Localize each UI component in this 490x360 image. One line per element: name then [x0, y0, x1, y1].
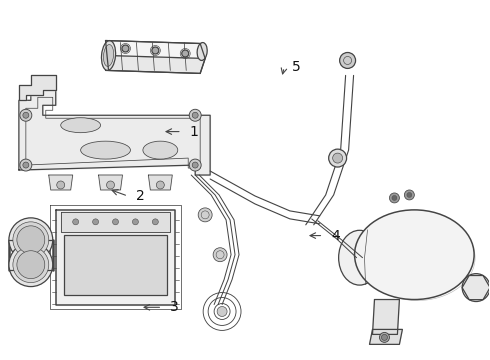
Text: 2: 2 — [136, 189, 145, 203]
Ellipse shape — [103, 45, 114, 66]
Circle shape — [379, 332, 390, 342]
Circle shape — [113, 219, 119, 225]
Text: 3: 3 — [170, 300, 178, 314]
Polygon shape — [105, 41, 205, 58]
Circle shape — [189, 159, 201, 171]
Polygon shape — [61, 212, 171, 232]
Circle shape — [156, 181, 164, 189]
Ellipse shape — [101, 41, 116, 70]
Circle shape — [20, 159, 32, 171]
Circle shape — [329, 149, 346, 167]
Circle shape — [152, 219, 158, 225]
Circle shape — [17, 251, 45, 279]
Polygon shape — [105, 55, 205, 73]
Circle shape — [13, 222, 49, 258]
Polygon shape — [56, 210, 175, 305]
Circle shape — [407, 193, 412, 197]
Circle shape — [213, 248, 227, 262]
Circle shape — [13, 247, 49, 283]
Circle shape — [182, 50, 189, 57]
Circle shape — [20, 109, 32, 121]
Polygon shape — [49, 175, 73, 190]
Circle shape — [198, 208, 212, 222]
Polygon shape — [369, 329, 402, 345]
Circle shape — [17, 226, 45, 254]
Polygon shape — [19, 75, 56, 100]
Polygon shape — [372, 300, 399, 334]
Circle shape — [192, 162, 198, 168]
Circle shape — [392, 195, 397, 201]
Circle shape — [73, 219, 78, 225]
Polygon shape — [148, 175, 172, 190]
Ellipse shape — [339, 230, 380, 285]
Circle shape — [122, 45, 129, 52]
Polygon shape — [19, 90, 210, 175]
Circle shape — [23, 112, 29, 118]
Bar — [64, 235, 167, 294]
Circle shape — [23, 162, 29, 168]
Circle shape — [382, 334, 388, 340]
Circle shape — [9, 218, 53, 262]
Circle shape — [106, 181, 115, 189]
Circle shape — [333, 153, 343, 163]
Text: 1: 1 — [189, 125, 198, 139]
Ellipse shape — [355, 210, 474, 300]
Polygon shape — [98, 175, 122, 190]
Text: 4: 4 — [331, 229, 340, 243]
Ellipse shape — [81, 141, 130, 159]
Circle shape — [9, 243, 53, 287]
Ellipse shape — [197, 42, 207, 60]
Circle shape — [192, 112, 198, 118]
Ellipse shape — [143, 141, 178, 159]
Circle shape — [152, 47, 159, 54]
Circle shape — [340, 53, 356, 68]
Circle shape — [217, 306, 227, 316]
Circle shape — [404, 190, 415, 200]
Circle shape — [93, 219, 98, 225]
Circle shape — [390, 193, 399, 203]
Circle shape — [189, 109, 201, 121]
Ellipse shape — [462, 274, 490, 302]
Ellipse shape — [61, 118, 100, 133]
Circle shape — [132, 219, 138, 225]
Circle shape — [57, 181, 65, 189]
Text: 5: 5 — [292, 60, 301, 74]
